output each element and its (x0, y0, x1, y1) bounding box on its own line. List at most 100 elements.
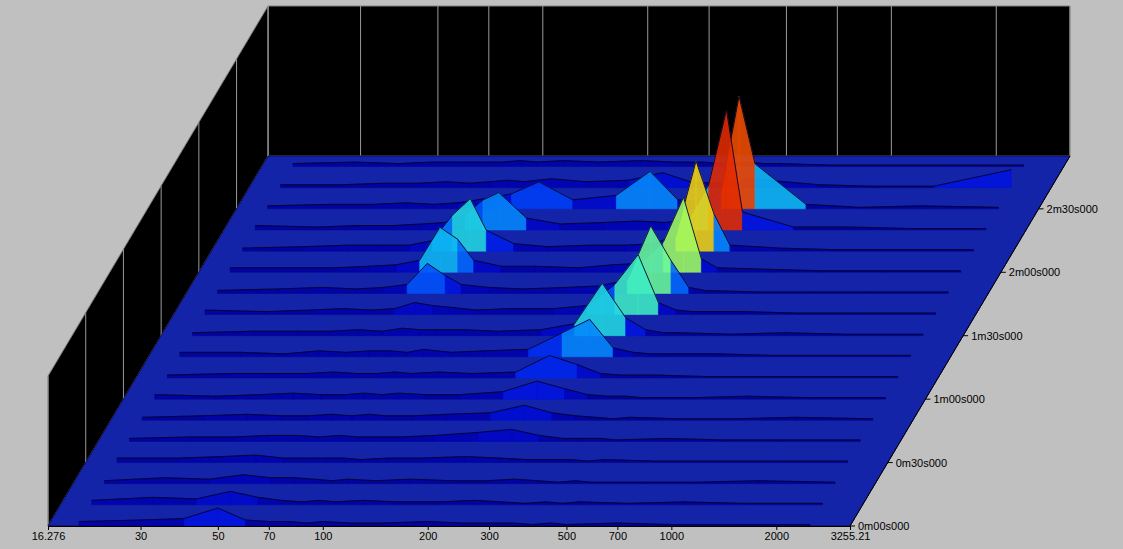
spectrum-segment (638, 255, 658, 315)
y-grid-line (123, 249, 124, 399)
x-tick: 300 (480, 526, 498, 542)
x-tick-label: 500 (558, 530, 576, 542)
spectrum-slice (217, 226, 948, 293)
spectrum-segment (550, 460, 570, 463)
spectrum-segment (602, 283, 625, 336)
y-tick-mark (888, 462, 893, 463)
spectrum-line (155, 381, 886, 398)
x-tick: 50 (212, 526, 224, 542)
spectrum-segment (420, 330, 436, 336)
y-axis: 0m00s0000m30s0001m00s0001m30s0002m00s000… (850, 156, 1098, 532)
spectrum-segment (191, 437, 235, 442)
x-tick-label: 200 (419, 530, 437, 542)
x-tick-label: 700 (609, 530, 627, 542)
spectrum-segment (453, 481, 487, 484)
spectrum-line (180, 319, 911, 355)
spectrum-segment (360, 226, 394, 231)
spectrum-segment (458, 239, 474, 272)
x-tick: 30 (135, 526, 147, 542)
spectrum-segment (268, 435, 296, 441)
x-grid-line (1070, 6, 1071, 156)
spectrum-segment (510, 309, 554, 315)
y-tick-label: 0m30s000 (896, 457, 947, 469)
spectrum-segment (397, 502, 441, 505)
spectrum-segment (562, 319, 590, 357)
spectrum-segment (230, 491, 258, 505)
spectrum-segment (616, 171, 650, 209)
spectrum-segment (254, 331, 298, 336)
plot-area (79, 96, 1024, 526)
spectrum-segment (388, 458, 422, 463)
spectrum-segment (426, 395, 460, 400)
spectrum-segment (483, 193, 499, 231)
x-tick: 500 (558, 526, 576, 542)
spectrum-slice (243, 161, 974, 251)
spectrum-segment (327, 458, 345, 463)
spectrum-segment (524, 405, 552, 420)
spectrum-line (104, 475, 835, 483)
spectrum-slice (155, 381, 886, 399)
spectrum-line (217, 226, 948, 292)
spectrum-segment (591, 245, 625, 251)
x-grid-line (542, 6, 543, 156)
spectrum-line (117, 455, 848, 461)
y-grid-line (85, 313, 86, 463)
spectrum-slice (268, 96, 999, 209)
x-tick: 700 (609, 526, 627, 542)
x-tick: 70 (263, 526, 275, 542)
x-tick: 16.276 (32, 526, 66, 542)
x-tick: 100 (314, 526, 332, 542)
y-tick-mark (1001, 272, 1006, 273)
spectrum-line (192, 283, 923, 334)
spectrum-line (167, 356, 898, 377)
spectrum-segment (537, 381, 565, 399)
y-grid-line (198, 122, 199, 272)
spectrum-slice (230, 197, 961, 272)
y-grid-line (48, 376, 49, 526)
spectrum-segment (671, 260, 689, 293)
spectrum-segment (650, 171, 678, 209)
x-grid-line (437, 6, 438, 156)
y-tick-label: 1m00s000 (933, 393, 984, 405)
x-tick: 200 (419, 526, 437, 542)
spectrum-segment (269, 522, 289, 527)
spectrum-segment (381, 245, 409, 251)
spectrum-segment (445, 275, 461, 293)
x-grid-line (488, 6, 489, 156)
spectrum-segment (499, 193, 527, 231)
spectrum-segment (357, 374, 377, 379)
spectrum-segment (459, 162, 482, 167)
x-tick-label: 2000 (765, 530, 789, 542)
spectrum-segment (684, 197, 702, 272)
spectrum-segment (511, 182, 539, 209)
spectrum-line (205, 255, 936, 314)
spectrum-slice (293, 161, 1024, 167)
spectrum-segment (550, 356, 578, 379)
spectrum-segment (651, 354, 667, 357)
y-tick-mark (963, 335, 968, 336)
y-tick-label: 2m00s000 (1009, 266, 1060, 278)
spectrum-segment (385, 183, 419, 188)
spectrum-segment (180, 352, 241, 357)
x-tick-label: 1000 (660, 530, 684, 542)
spectrum-segment (692, 312, 743, 315)
spectrum-segment (675, 162, 703, 167)
spectrum-segment (516, 356, 550, 379)
spectrum-line (230, 197, 961, 271)
spectrum-segment (613, 348, 633, 357)
spectrum-segment (755, 164, 806, 209)
x-grid-line (647, 6, 648, 156)
spectrum-line (142, 405, 873, 419)
spectrum-segment (512, 429, 540, 441)
spectrum-segment (701, 259, 717, 273)
spectrum-line (255, 110, 986, 229)
spectrum-segment (329, 204, 373, 209)
x-tick: 2000 (765, 526, 789, 542)
spectrum-line (243, 161, 974, 250)
x-tick-label: 100 (314, 530, 332, 542)
spectrum-slice (117, 455, 848, 463)
spectrum-segment (369, 351, 389, 357)
x-grid-line (891, 6, 892, 156)
spectrum-segment (373, 437, 401, 442)
grid (48, 6, 1070, 526)
